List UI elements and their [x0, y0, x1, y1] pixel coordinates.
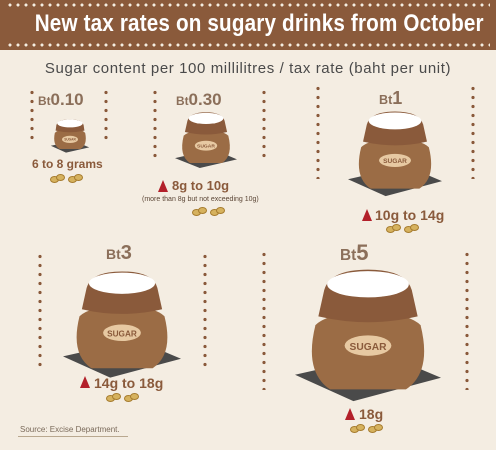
tax-rate: Bt5	[340, 240, 369, 265]
divider	[38, 252, 42, 367]
header-dots-top	[6, 3, 490, 7]
range-note: (more than 8g but not exceeding 10g)	[142, 196, 259, 203]
divider	[262, 88, 266, 158]
sugar-sack-icon: SUGAR	[295, 269, 441, 402]
up-triangle-icon	[345, 408, 355, 420]
up-triangle-icon	[362, 209, 372, 221]
sack-label: SUGAR	[197, 144, 215, 150]
sugar-range: 8g to 10g	[172, 178, 230, 193]
header-banner: New tax rates on sugary drinks from Octo…	[0, 0, 496, 50]
divider	[465, 250, 469, 390]
sugar-sack-icon: SUGAR	[63, 271, 181, 378]
sack-label: SUGAR	[64, 138, 76, 142]
divider	[203, 252, 207, 367]
sugar-range: 6 to 8 grams	[32, 157, 103, 171]
up-triangle-icon	[158, 180, 168, 192]
tax-rate: Bt0.10	[38, 90, 84, 109]
tax-rate: Bt3	[106, 242, 132, 264]
source-credit: Source: Excise Department.	[20, 425, 120, 434]
sack-label: SUGAR	[383, 158, 407, 165]
sack-label: SUGAR	[350, 342, 388, 353]
sugar-sack-icon: SUGAR	[348, 111, 442, 197]
tax-rate: Bt0.30	[176, 90, 222, 109]
page-title: New tax rates on sugary drinks from Octo…	[34, 10, 484, 37]
divider	[153, 88, 157, 158]
up-triangle-icon	[80, 376, 90, 388]
sugar-sack-icon: SUGAR	[50, 119, 90, 153]
sack-label: SUGAR	[107, 329, 137, 338]
divider	[316, 84, 320, 179]
divider	[30, 88, 34, 143]
divider	[104, 88, 108, 143]
header-dots-bottom	[6, 43, 490, 47]
sugar-range: 18g	[359, 406, 384, 422]
tax-rate: Bt1	[379, 88, 403, 108]
page-subtitle: Sugar content per 100 millilitres / tax …	[44, 60, 452, 77]
sugar-range: 14g to 18g	[94, 375, 164, 391]
divider	[471, 84, 475, 179]
divider	[262, 250, 266, 390]
source-underline	[18, 436, 128, 437]
sugar-range: 10g to 14g	[375, 207, 445, 223]
sugar-sack-icon: SUGAR	[175, 112, 237, 168]
